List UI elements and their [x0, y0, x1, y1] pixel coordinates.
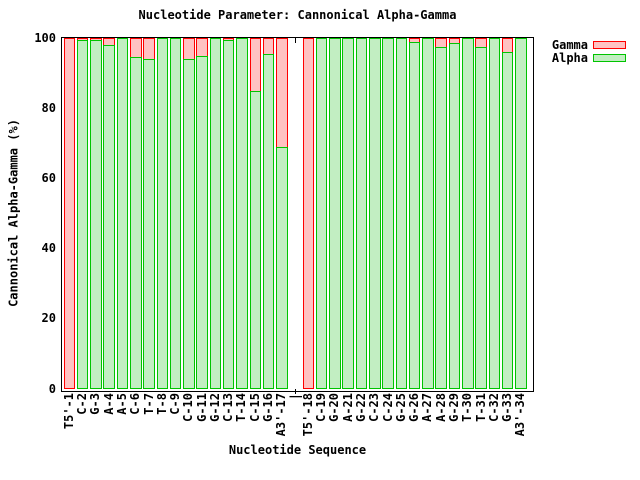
- y-tick-label-40: 40: [41, 241, 56, 256]
- x-tick-label-25: G-25: [393, 393, 408, 422]
- bar-alpha-34: [515, 38, 527, 389]
- legend-label-gamma: Gamma: [551, 38, 588, 52]
- bar-alpha-29: [448, 43, 461, 389]
- y-tick-label-80: 80: [41, 100, 56, 115]
- bar-alpha-27: [422, 38, 434, 389]
- bar-alpha-15: [262, 53, 275, 389]
- bar-alpha-6: [143, 59, 155, 389]
- bar-alpha-11: [209, 38, 222, 389]
- separator-tick-top: [295, 38, 296, 43]
- plot-area: [61, 37, 534, 392]
- legend-swatch-gamma: [593, 41, 626, 49]
- x-tick-label-29: G-29: [446, 393, 461, 422]
- x-tick-label-17: |: [287, 393, 302, 401]
- bar-alpha-7: [156, 38, 168, 389]
- legend-swatch-alpha: [593, 54, 626, 62]
- bar-alpha-10: [196, 55, 208, 389]
- legend-label-alpha: Alpha: [551, 51, 588, 65]
- y-tick-label-100: 100: [34, 30, 56, 45]
- x-tick-label-11: G-12: [207, 393, 222, 422]
- x-tick-label-21: A-21: [340, 393, 355, 422]
- x-tick-label-23: C-23: [367, 393, 382, 422]
- y-axis-label: Cannonical Alpha-Gamma (%): [6, 119, 21, 307]
- x-tick-label-30: T-30: [460, 393, 475, 422]
- bar-alpha-26: [408, 41, 421, 389]
- bar-alpha-12: [222, 39, 235, 389]
- bar-alpha-3: [103, 45, 115, 389]
- bar-alpha-13: [236, 38, 248, 389]
- bar-alpha-2: [90, 39, 102, 389]
- x-tick-label-27: A-27: [420, 393, 435, 422]
- bar-alpha-24: [382, 38, 394, 389]
- bar-alpha-8: [169, 38, 182, 389]
- bar-alpha-20: [329, 38, 341, 389]
- x-tick-label-2: G-3: [88, 393, 103, 415]
- x-tick-label-14: C-15: [247, 393, 262, 422]
- bar-alpha-28: [435, 46, 447, 389]
- x-tick-label-24: C-24: [380, 393, 395, 422]
- bar-alpha-22: [355, 38, 368, 389]
- x-tick-label-28: A-28: [433, 393, 448, 422]
- bar-alpha-31: [475, 46, 487, 389]
- bar-alpha-33: [501, 52, 514, 389]
- x-tick-label-20: G-20: [327, 393, 342, 422]
- bar-alpha-1: [76, 39, 89, 389]
- bar-alpha-9: [183, 59, 195, 389]
- x-tick-label-34: A3'-34: [513, 393, 528, 437]
- x-tick-label-0: T5'-1: [61, 393, 76, 430]
- x-tick-label-7: T-8: [154, 393, 169, 415]
- bar-alpha-25: [395, 38, 408, 389]
- bar-gamma-18: [302, 38, 315, 389]
- x-tick-label-16: A3'-17: [274, 393, 289, 437]
- y-tick-label-0: 0: [48, 381, 56, 396]
- x-tick-label-6: T-7: [141, 393, 156, 415]
- x-tick-label-13: T-14: [234, 393, 249, 422]
- bar-gamma-0: [63, 38, 76, 389]
- x-tick-label-32: C-32: [486, 393, 501, 422]
- x-tick-label-5: C-6: [128, 393, 143, 415]
- x-tick-label-18: T5'-18: [300, 393, 315, 437]
- bar-alpha-32: [488, 38, 500, 389]
- separator-tick-bottom: [295, 389, 296, 394]
- bar-alpha-19: [315, 38, 328, 389]
- x-tick-label-3: A-4: [101, 393, 116, 415]
- y-tick-label-20: 20: [41, 311, 56, 326]
- chart-title: Nucleotide Parameter: Cannonical Alpha-G…: [138, 8, 457, 22]
- bar-alpha-16: [276, 146, 288, 389]
- bar-alpha-21: [342, 38, 354, 389]
- plot-inner: [62, 38, 533, 390]
- x-tick-label-31: T-31: [473, 393, 488, 422]
- x-tick-label-4: A-5: [114, 393, 129, 415]
- bar-alpha-5: [130, 57, 142, 389]
- bar-alpha-14: [249, 90, 261, 389]
- bar-alpha-4: [116, 38, 129, 389]
- x-axis-label: Nucleotide Sequence: [228, 443, 367, 457]
- bar-alpha-23: [369, 38, 381, 389]
- y-tick-label-60: 60: [41, 170, 56, 185]
- x-tick-label-10: G-11: [194, 393, 209, 422]
- bar-alpha-30: [462, 38, 474, 389]
- x-tick-label-9: C-10: [181, 393, 196, 422]
